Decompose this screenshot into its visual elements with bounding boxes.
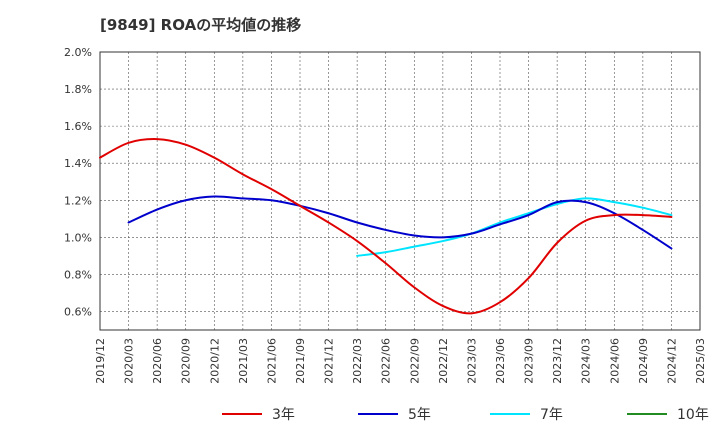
legend-swatch bbox=[358, 413, 398, 415]
x-tick-labels: 2019/12 2020/03 2020/06 2020/09 2020/12 2021/… bbox=[94, 338, 707, 384]
x-tick-label: 2023/06 bbox=[494, 338, 507, 384]
y-tick-label: 1.0% bbox=[64, 231, 92, 244]
x-tick-label: 2021/03 bbox=[237, 338, 250, 384]
x-tick-label: 2022/12 bbox=[437, 338, 450, 384]
x-tick-label: 2023/09 bbox=[523, 338, 536, 384]
series-lines bbox=[99, 138, 673, 315]
x-tick-label: 2021/09 bbox=[294, 338, 307, 384]
chart-title: [9849] ROAの平均値の推移 bbox=[100, 16, 302, 34]
series-line-7年 bbox=[356, 197, 673, 257]
axes bbox=[99, 51, 701, 331]
legend-label: 10年 bbox=[677, 407, 709, 423]
x-tick-label: 2021/06 bbox=[265, 338, 278, 384]
x-tick-label: 2022/06 bbox=[380, 338, 393, 384]
x-tick-label: 2020/09 bbox=[180, 338, 193, 384]
legend-swatch bbox=[490, 413, 530, 415]
x-tick-label: 2022/03 bbox=[351, 338, 364, 384]
y-tick-label: 2.0% bbox=[64, 46, 92, 59]
y-tick-label: 1.8% bbox=[64, 83, 92, 96]
y-tick-label: 1.4% bbox=[64, 157, 92, 170]
plot-frame bbox=[99, 51, 701, 331]
x-tick-label: 2024/09 bbox=[637, 338, 650, 384]
x-tick-label: 2020/12 bbox=[208, 338, 221, 384]
legend-label: 3年 bbox=[272, 407, 295, 423]
y-tick-label: 0.6% bbox=[64, 305, 92, 318]
y-tick-label: 1.2% bbox=[64, 194, 92, 207]
legend-swatch bbox=[627, 413, 667, 415]
legend-item: 7年 bbox=[490, 402, 563, 426]
series-line-3年 bbox=[99, 138, 673, 315]
x-tick-label: 2022/09 bbox=[408, 338, 421, 384]
x-tick-label: 2023/12 bbox=[551, 338, 564, 384]
x-tick-label: 2025/03 bbox=[694, 338, 707, 384]
x-tick-label: 2019/12 bbox=[94, 338, 107, 384]
legend-item: 10年 bbox=[627, 402, 709, 426]
legend-swatch bbox=[222, 413, 262, 415]
y-tick-labels: 2.0% 1.8% 1.6% 1.4% 1.2% 1.0% 0.8% 0.6% bbox=[64, 46, 92, 318]
grid-lines bbox=[100, 52, 700, 330]
legend-label: 7年 bbox=[540, 407, 563, 423]
x-tick-label: 2023/03 bbox=[465, 338, 478, 384]
x-tick-label: 2021/12 bbox=[323, 338, 336, 384]
x-tick-label: 2020/03 bbox=[123, 338, 136, 384]
x-tick-label: 2024/12 bbox=[665, 338, 678, 384]
legend-item: 5年 bbox=[358, 402, 431, 426]
y-tick-label: 0.8% bbox=[64, 268, 92, 281]
legend-item: 3年 bbox=[222, 402, 295, 426]
y-tick-label: 1.6% bbox=[64, 120, 92, 133]
x-tick-label: 2024/03 bbox=[580, 338, 593, 384]
legend: 3年 5年 7年 10年 bbox=[0, 402, 720, 426]
x-tick-label: 2020/06 bbox=[151, 338, 164, 384]
legend-label: 5年 bbox=[408, 407, 431, 423]
series-line-5年 bbox=[127, 195, 673, 250]
x-tick-label: 2024/06 bbox=[608, 338, 621, 384]
